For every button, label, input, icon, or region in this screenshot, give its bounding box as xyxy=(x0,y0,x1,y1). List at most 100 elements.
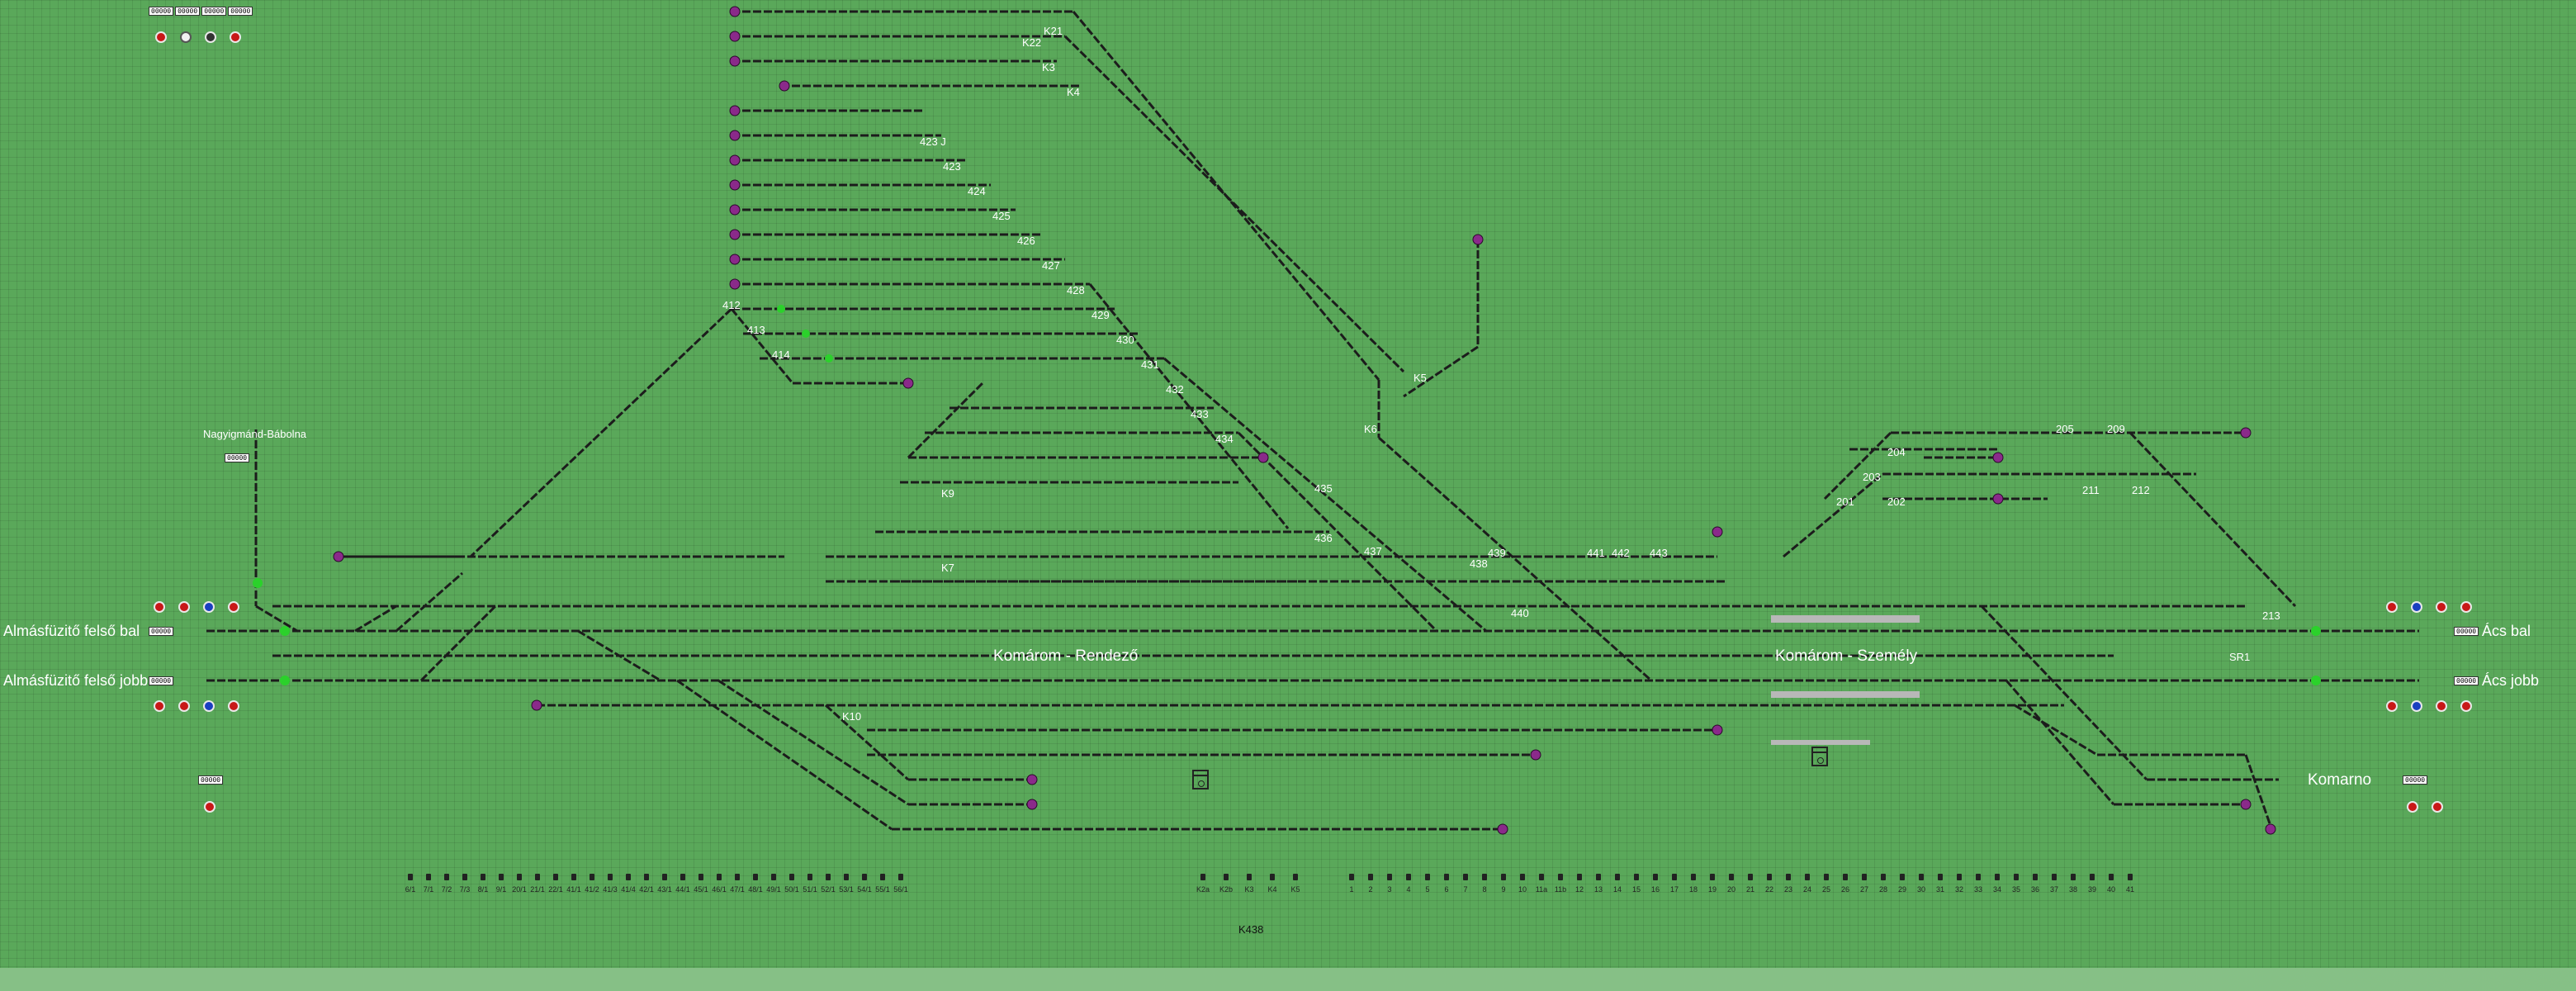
route-button[interactable]: K5 xyxy=(1290,874,1301,894)
red-lamp-button[interactable] xyxy=(178,700,190,712)
route-button[interactable]: 43/1 xyxy=(657,874,672,894)
red-lamp-button[interactable] xyxy=(2432,801,2443,813)
signal-green[interactable] xyxy=(253,578,263,588)
route-button[interactable]: 35 xyxy=(2010,874,2022,894)
route-button[interactable]: 10 xyxy=(1517,874,1528,894)
route-button[interactable]: 15 xyxy=(1631,874,1642,894)
blue-lamp-button[interactable] xyxy=(203,700,215,712)
signal-marker[interactable] xyxy=(1992,452,2004,463)
route-button[interactable]: 41/1 xyxy=(566,874,581,894)
route-button[interactable]: 31 xyxy=(1934,874,1946,894)
route-button[interactable]: 12 xyxy=(1574,874,1585,894)
signal-marker[interactable] xyxy=(729,6,741,17)
signal-green[interactable] xyxy=(2311,626,2321,636)
route-button[interactable]: 4 xyxy=(1403,874,1414,894)
signal-marker[interactable] xyxy=(729,130,741,141)
signal-marker[interactable] xyxy=(729,204,741,216)
signal-marker[interactable] xyxy=(729,278,741,290)
route-button[interactable]: 45/1 xyxy=(694,874,708,894)
route-button[interactable]: 6 xyxy=(1441,874,1452,894)
signal-marker[interactable] xyxy=(1712,526,1723,538)
route-button[interactable]: 29 xyxy=(1896,874,1908,894)
route-button[interactable]: 2 xyxy=(1365,874,1376,894)
route-button[interactable]: 33 xyxy=(1972,874,1984,894)
signal-marker[interactable] xyxy=(729,55,741,67)
route-button[interactable]: 3 xyxy=(1384,874,1395,894)
route-button[interactable]: 46/1 xyxy=(712,874,727,894)
blue-lamp-button[interactable] xyxy=(2411,700,2422,712)
route-button[interactable]: 9 xyxy=(1498,874,1509,894)
signal-marker[interactable] xyxy=(729,229,741,240)
route-button[interactable]: 41/2 xyxy=(585,874,599,894)
signal-marker[interactable] xyxy=(779,80,790,92)
route-button[interactable]: 7/2 xyxy=(441,874,452,894)
route-button[interactable]: 1 xyxy=(1346,874,1357,894)
signal-green[interactable] xyxy=(2311,676,2321,685)
route-button[interactable]: 48/1 xyxy=(748,874,763,894)
route-button[interactable]: 41/4 xyxy=(621,874,636,894)
route-button[interactable]: 22 xyxy=(1764,874,1775,894)
route-button[interactable]: 16 xyxy=(1650,874,1661,894)
route-button[interactable]: 52/1 xyxy=(821,874,836,894)
red-lamp-button[interactable] xyxy=(2436,700,2447,712)
route-button[interactable]: 20/1 xyxy=(512,874,527,894)
route-button[interactable]: 8 xyxy=(1479,874,1490,894)
red-lamp-button[interactable] xyxy=(2436,601,2447,613)
signal-marker[interactable] xyxy=(1712,724,1723,736)
route-button[interactable]: 23 xyxy=(1783,874,1794,894)
route-button[interactable]: 11a xyxy=(1536,874,1547,894)
route-button[interactable]: 40 xyxy=(2105,874,2117,894)
red-lamp-button[interactable] xyxy=(2460,700,2472,712)
signal-marker[interactable] xyxy=(729,31,741,42)
signal-marker[interactable] xyxy=(729,179,741,191)
route-button[interactable]: 44/1 xyxy=(675,874,690,894)
route-button[interactable]: 51/1 xyxy=(803,874,817,894)
signal-marker[interactable] xyxy=(729,254,741,265)
route-button[interactable]: 32 xyxy=(1953,874,1965,894)
red-lamp-button[interactable] xyxy=(2407,801,2418,813)
red-lamp-button[interactable] xyxy=(228,700,239,712)
route-button[interactable]: 41/3 xyxy=(603,874,618,894)
blue-lamp-button[interactable] xyxy=(2411,601,2422,613)
signal-green[interactable] xyxy=(825,354,833,363)
dark-lamp-button[interactable] xyxy=(205,31,216,43)
route-button[interactable]: 54/1 xyxy=(857,874,872,894)
signal-marker[interactable] xyxy=(2265,823,2276,835)
route-button[interactable]: 11b xyxy=(1555,874,1566,894)
route-button[interactable]: 21/1 xyxy=(530,874,545,894)
route-button[interactable]: 39 xyxy=(2086,874,2098,894)
red-lamp-button[interactable] xyxy=(178,601,190,613)
route-button[interactable]: 7/1 xyxy=(423,874,434,894)
route-button[interactable]: 53/1 xyxy=(839,874,854,894)
stop-lamp-button[interactable] xyxy=(155,31,167,43)
route-button[interactable]: 17 xyxy=(1669,874,1680,894)
blue-lamp-button[interactable] xyxy=(203,601,215,613)
yard-box-icon[interactable] xyxy=(1811,747,1828,766)
route-button[interactable]: K4 xyxy=(1267,874,1278,894)
route-button[interactable]: 6/1 xyxy=(405,874,416,894)
red-lamp-button[interactable] xyxy=(230,31,241,43)
red-lamp-button[interactable] xyxy=(154,601,165,613)
route-button[interactable]: 42/1 xyxy=(639,874,654,894)
route-button[interactable]: 34 xyxy=(1991,874,2003,894)
signal-marker[interactable] xyxy=(1472,234,1484,245)
route-button[interactable]: 22/1 xyxy=(548,874,563,894)
route-button[interactable]: 28 xyxy=(1878,874,1889,894)
route-button[interactable]: 27 xyxy=(1859,874,1870,894)
route-button[interactable]: 19 xyxy=(1707,874,1718,894)
signal-marker[interactable] xyxy=(1026,799,1038,810)
route-button[interactable]: 26 xyxy=(1840,874,1851,894)
route-button[interactable]: K3 xyxy=(1243,874,1255,894)
route-button[interactable]: 25 xyxy=(1821,874,1832,894)
route-button[interactable]: 5 xyxy=(1422,874,1433,894)
route-button[interactable]: 7/3 xyxy=(459,874,471,894)
route-button[interactable]: K2a xyxy=(1196,874,1210,894)
route-button[interactable]: 8/1 xyxy=(477,874,489,894)
route-button[interactable]: 50/1 xyxy=(784,874,799,894)
route-button[interactable]: 30 xyxy=(1915,874,1927,894)
route-button[interactable]: 20 xyxy=(1726,874,1737,894)
route-button[interactable]: 47/1 xyxy=(730,874,745,894)
route-button[interactable]: 49/1 xyxy=(766,874,781,894)
route-button[interactable]: 55/1 xyxy=(875,874,890,894)
signal-green[interactable] xyxy=(802,330,810,338)
